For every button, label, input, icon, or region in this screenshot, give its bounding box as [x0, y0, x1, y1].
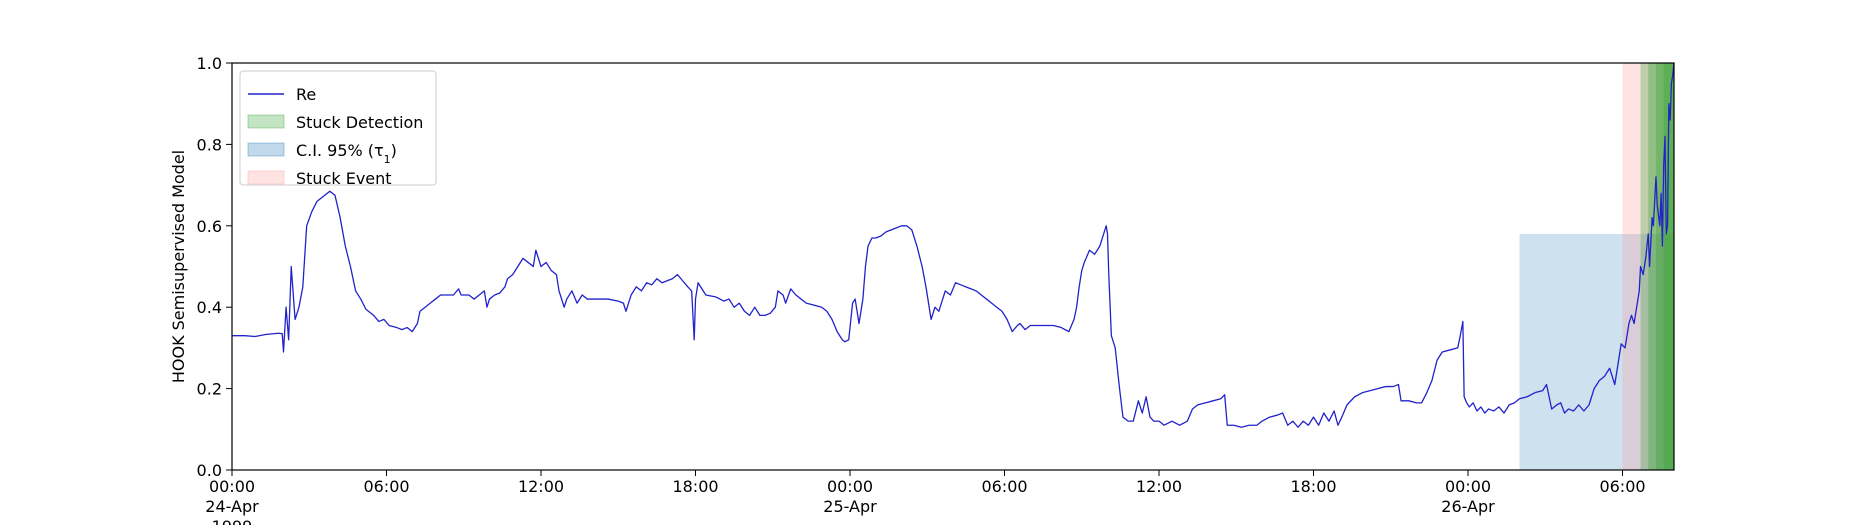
span-stuck-event-1 — [1622, 63, 1674, 470]
x-tick-label: 12:00 — [1136, 477, 1182, 496]
legend-swatch — [247, 142, 285, 157]
x-tick-year-label: 1999 — [212, 517, 253, 525]
series-line-re — [232, 62, 1675, 428]
x-tick-label: 06:00 — [363, 477, 409, 496]
x-tick-date-label: 24-Apr — [205, 497, 259, 516]
span-stuck-detection-4 — [1655, 63, 1674, 470]
x-axis: 00:0024-Apr199906:0012:0018:0000:0025-Ap… — [205, 470, 1646, 525]
x-tick-date-label: 25-Apr — [823, 497, 877, 516]
y-tick-label: 0.4 — [197, 298, 222, 317]
legend-swatch — [247, 114, 285, 129]
x-tick-label: 06:00 — [1599, 477, 1645, 496]
y-tick-label: 0.0 — [197, 461, 222, 480]
x-tick-label: 00:00 — [209, 477, 255, 496]
legend-swatch — [247, 170, 285, 185]
legend-box — [239, 70, 437, 186]
series-layer — [232, 62, 1675, 428]
x-tick-label: 06:00 — [981, 477, 1027, 496]
span-stuck-detection-5 — [1663, 63, 1674, 470]
y-tick-label: 0.8 — [197, 135, 222, 154]
x-tick-label: 18:00 — [672, 477, 718, 496]
legend-item-line: Re — [248, 85, 316, 104]
y-axis-label: HOOK Semisupervised Model — [169, 150, 188, 383]
legend-item-stuck-detection: Stuck Detection — [247, 113, 423, 132]
legend-item-stuck-event: Stuck Event — [247, 169, 392, 188]
y-tick-label: 0.6 — [197, 217, 222, 236]
legend-label: Stuck Detection — [296, 113, 423, 132]
legend-label: Stuck Event — [296, 169, 392, 188]
shaded-spans — [1519, 63, 1674, 470]
span-c-i-95-1--0 — [1519, 233, 1674, 470]
x-tick-label: 12:00 — [518, 477, 564, 496]
y-axis: 0.0 0.2 0.4 0.6 0.8 1.0 — [197, 54, 232, 480]
x-tick-label: 00:00 — [827, 477, 873, 496]
y-tick-label: 0.2 — [197, 380, 222, 399]
plot-frame — [231, 62, 1675, 471]
x-tick-label: 18:00 — [1290, 477, 1336, 496]
legend-label: Re — [296, 85, 316, 104]
y-tick-label: 1.0 — [197, 54, 222, 73]
x-tick-date-label: 26-Apr — [1441, 497, 1495, 516]
span-stuck-detection-3 — [1648, 63, 1674, 470]
x-tick-label: 00:00 — [1445, 477, 1491, 496]
